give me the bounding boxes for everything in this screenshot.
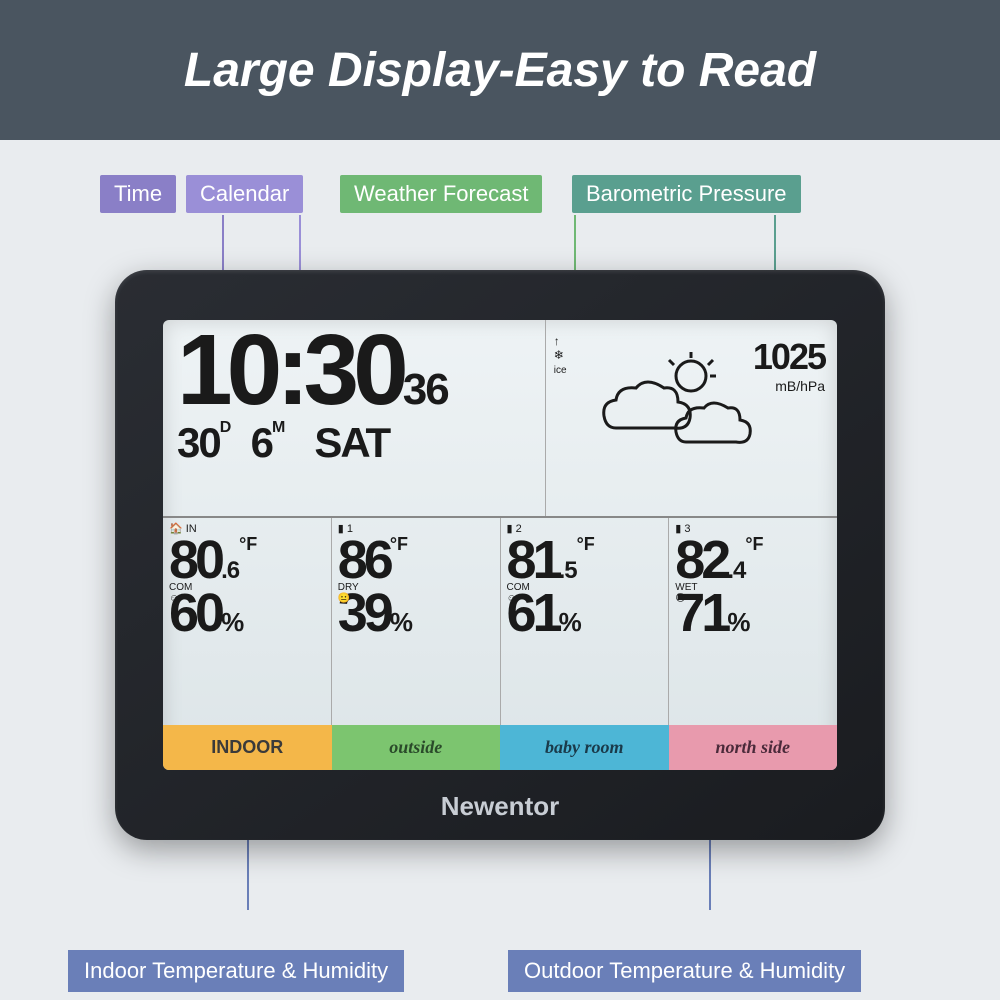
- tag-forecast: Weather Forecast: [340, 175, 542, 213]
- sensor-grid: 🏠 IN 80.6°F 60% COM☺▮ 1 86°F 39% DRY😐▮ 2…: [163, 518, 837, 725]
- label-strip: INDOORoutsidebaby roomnorth side: [163, 725, 837, 770]
- title-banner: Large Display-Easy to Read: [0, 0, 1000, 140]
- sensor-cell-1: ▮ 1 86°F 39% DRY😐: [331, 518, 500, 725]
- clock-mm: 30: [304, 320, 403, 426]
- sensor-cell-2: ▮ 2 81.5°F 61% COM☺: [500, 518, 669, 725]
- clock-display: 10:3036: [177, 328, 535, 413]
- date-dow: SAT: [314, 419, 389, 466]
- pressure-value: 1025: [753, 336, 825, 378]
- strip-label-2: baby room: [500, 725, 669, 770]
- weather-device: 10:3036 30D 6M SAT ↑❄ice: [115, 270, 885, 840]
- tag-pressure: Barometric Pressure: [572, 175, 801, 213]
- sensor-cell-0: 🏠 IN 80.6°F 60% COM☺: [163, 518, 331, 725]
- ice-icon: ↑❄ice: [554, 334, 567, 376]
- page-title: Large Display-Easy to Read: [184, 43, 816, 98]
- clock-hh: 10: [177, 320, 276, 426]
- pressure-unit: mB/hPa: [753, 378, 825, 394]
- device-screen: 10:3036 30D 6M SAT ↑❄ice: [163, 320, 837, 770]
- top-labels: Time Calendar Weather Forecast Barometri…: [0, 175, 1000, 225]
- clock-ss: 36: [403, 365, 448, 414]
- date-month: 6: [251, 419, 272, 466]
- brand-label: Newentor: [115, 791, 885, 822]
- time-section: 10:3036 30D 6M SAT: [163, 320, 545, 516]
- sensor-cell-3: ▮ 3 82.4°F 71% WET☹: [668, 518, 837, 725]
- date-day: 30: [177, 419, 220, 466]
- strip-label-3: north side: [669, 725, 838, 770]
- weather-section: ↑❄ice 1025 mB/hPa: [545, 320, 837, 516]
- label-indoor: Indoor Temperature & Humidity: [68, 950, 404, 992]
- tag-calendar: Calendar: [186, 175, 303, 213]
- weather-icon: [586, 348, 756, 458]
- tag-time: Time: [100, 175, 176, 213]
- date-display: 30D 6M SAT: [177, 419, 535, 467]
- label-outdoor: Outdoor Temperature & Humidity: [508, 950, 861, 992]
- strip-label-1: outside: [332, 725, 501, 770]
- pressure-display: 1025 mB/hPa: [753, 336, 825, 394]
- strip-label-0: INDOOR: [163, 725, 332, 770]
